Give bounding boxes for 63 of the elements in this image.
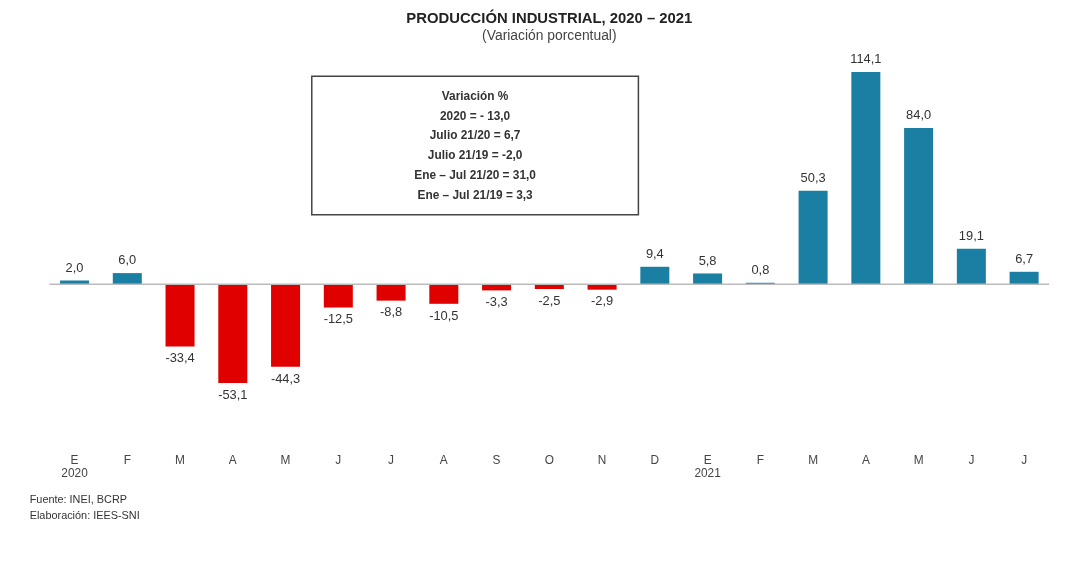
bar (693, 273, 723, 285)
x-tick-label: N (597, 452, 607, 467)
data-label: -44,3 (270, 370, 301, 386)
data-label: 0,8 (751, 261, 770, 277)
bar (323, 284, 353, 308)
bar (271, 284, 301, 367)
bar (376, 284, 406, 301)
x-tick-label: E 2020 (61, 452, 89, 481)
data-label: -3,3 (485, 294, 508, 310)
text: Elaboración: IEES-SNI (29, 508, 140, 521)
x-tick-label: J (968, 452, 975, 467)
data-label: 84,0 (906, 107, 932, 123)
x-tick-label: D (650, 452, 660, 467)
x-tick-label: J (1021, 452, 1028, 467)
x-tick-label: A (439, 452, 448, 467)
data-label: 5,8 (698, 252, 717, 268)
annotation: Julio 21/19 = -2,0 (427, 148, 523, 163)
data-label: -12,5 (323, 311, 353, 327)
bar (640, 266, 670, 285)
x-tick-label: M (913, 452, 924, 467)
data-label: 50,3 (800, 169, 826, 185)
data-label: -10,5 (429, 307, 459, 323)
data-label: 114,1 (850, 51, 882, 67)
x-tick-label: F (123, 452, 131, 467)
data-label: 9,4 (645, 245, 664, 261)
annotation: Variación % (441, 88, 509, 103)
x-tick-label: A (861, 452, 870, 467)
data-label: 6,0 (118, 252, 137, 268)
x-tick-label: M (808, 452, 819, 467)
data-label: 6,7 (1015, 250, 1034, 266)
bar (904, 127, 934, 285)
data-label: -8,8 (379, 304, 403, 320)
bar (956, 248, 986, 285)
bar (587, 284, 617, 290)
bar (851, 71, 881, 285)
annotation: Ene – Jul 21/19 = 3,3 (417, 187, 534, 202)
data-label: 2,0 (65, 259, 84, 275)
bar (798, 190, 828, 285)
source-note: Fuente: INEI, BCRP (29, 492, 128, 505)
data-label: -53,1 (218, 386, 248, 402)
bar (218, 284, 248, 384)
annotation: Julio 21/20 = 6,7 (429, 128, 521, 143)
x-tick-label: O (544, 452, 554, 467)
data-label: -2,5 (538, 292, 561, 308)
x-tick-label: F (756, 452, 764, 467)
annotation: 2020 = - 13,0 (439, 108, 511, 123)
data-label: -33,4 (165, 350, 195, 366)
annotation: Ene – Jul 21/20 = 31,0 (414, 168, 537, 183)
bar (112, 273, 142, 285)
chart-subtitle: (Variación porcentual) (482, 26, 617, 43)
x-tick-label: E 2021 (694, 452, 722, 481)
bar (1009, 271, 1039, 285)
data-label: 19,1 (958, 227, 984, 243)
x-tick-label: A (228, 452, 237, 467)
bar (429, 284, 459, 304)
x-tick-label: M (280, 452, 291, 467)
x-tick-label: J (335, 452, 342, 467)
x-tick-label: J (388, 452, 395, 467)
bar (165, 284, 195, 347)
chart-title: PRODUCCIÓN INDUSTRIAL, 2020 – 2021 (406, 8, 693, 26)
x-tick-label: M (175, 452, 185, 467)
x-tick-label: S (492, 452, 501, 467)
data-label: -2,9 (590, 293, 614, 309)
